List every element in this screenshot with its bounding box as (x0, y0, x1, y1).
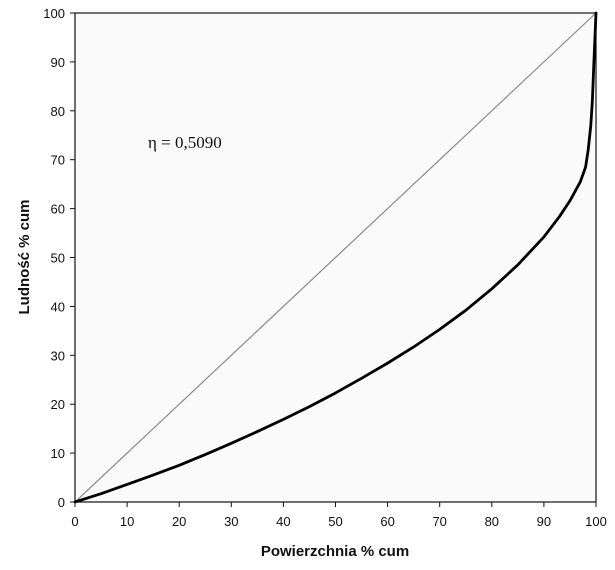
x-tick-label: 80 (485, 514, 499, 529)
y-tick-label: 60 (51, 202, 65, 217)
concentration-curve-line (73, 11, 598, 504)
equality-line (74, 12, 597, 503)
x-axis-title: Powierzchnia % cum (261, 543, 409, 560)
x-tick-label: 40 (276, 514, 290, 529)
x-tick-label: 100 (585, 514, 607, 529)
eta-annotation: η = 0,5090 (148, 133, 222, 152)
x-tick-label: 60 (380, 514, 394, 529)
x-tick-label: 50 (328, 514, 342, 529)
x-tick-label: 90 (537, 514, 551, 529)
series-layer (73, 11, 598, 504)
x-tick-label: 30 (224, 514, 238, 529)
y-tick-label: 20 (51, 397, 65, 412)
y-tick-label: 70 (51, 153, 65, 168)
x-tick-label: 0 (71, 514, 78, 529)
y-axis-ticks: 0 10 20 30 40 50 60 70 80 90 100 (43, 6, 75, 510)
x-tick-label: 10 (120, 514, 134, 529)
y-tick-label: 40 (51, 299, 65, 314)
x-tick-label: 20 (172, 514, 186, 529)
y-tick-label: 10 (51, 446, 65, 461)
y-tick-label: 0 (58, 495, 65, 510)
y-tick-label: 100 (43, 6, 65, 21)
y-axis-title: Ludność % cum (16, 199, 33, 314)
y-tick-label: 80 (51, 104, 65, 119)
y-tick-label: 90 (51, 55, 65, 70)
x-axis-ticks: 0 10 20 30 40 50 60 70 80 90 100 (71, 502, 607, 529)
y-tick-label: 30 (51, 348, 65, 363)
y-tick-label: 50 (51, 251, 65, 266)
x-tick-label: 70 (432, 514, 446, 529)
